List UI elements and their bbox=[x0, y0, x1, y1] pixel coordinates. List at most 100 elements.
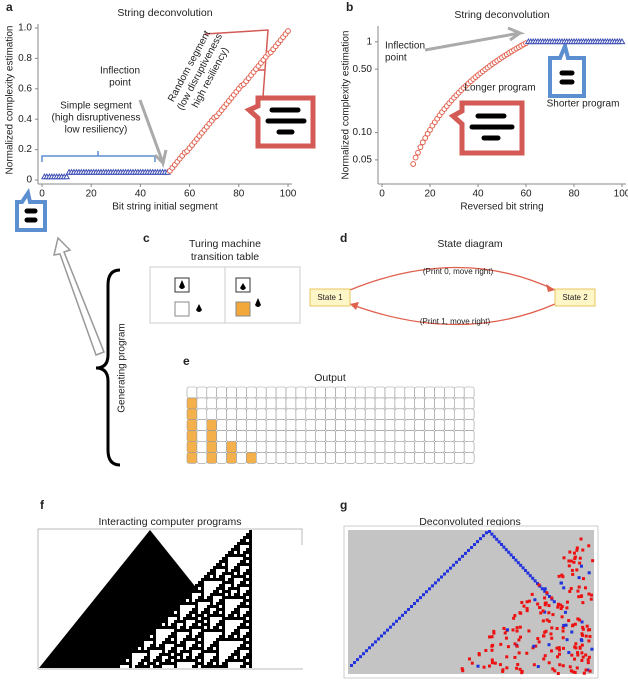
tape-cell bbox=[335, 441, 346, 453]
y-tick-label: 1.0 bbox=[18, 23, 32, 34]
red-cell bbox=[516, 663, 520, 667]
tape-cell bbox=[295, 397, 307, 410]
blue-cell bbox=[410, 605, 413, 608]
cells bbox=[174, 605, 252, 608]
red-cell bbox=[570, 653, 574, 657]
blue-cell bbox=[488, 530, 491, 533]
cells bbox=[204, 575, 252, 578]
white-band bbox=[138, 641, 303, 644]
tape-cell bbox=[345, 386, 356, 399]
annotation: Inflection bbox=[100, 66, 140, 77]
white-band bbox=[159, 620, 303, 623]
tape-cell bbox=[265, 397, 277, 410]
blue-cell bbox=[422, 593, 425, 597]
tape-cell bbox=[345, 441, 356, 453]
tape-cell bbox=[206, 430, 218, 442]
tape-cell bbox=[335, 430, 346, 442]
red-cell bbox=[543, 587, 547, 591]
blue-cell bbox=[461, 554, 464, 558]
tape-cell bbox=[453, 430, 465, 442]
blue-cell bbox=[528, 574, 532, 578]
cells bbox=[210, 569, 252, 572]
red-cell bbox=[543, 603, 547, 607]
red-cell bbox=[567, 619, 571, 623]
red-cell bbox=[484, 648, 488, 652]
tape-cell bbox=[265, 441, 277, 453]
blue-cell bbox=[507, 550, 511, 554]
blue-cell bbox=[473, 543, 476, 547]
white-band bbox=[234, 545, 303, 548]
red-cell bbox=[576, 617, 580, 621]
red-cell bbox=[515, 626, 519, 630]
output-tape bbox=[186, 386, 475, 464]
red-cell bbox=[504, 636, 508, 640]
tape-cell bbox=[206, 408, 218, 420]
red-cell bbox=[547, 604, 551, 608]
cells bbox=[234, 545, 252, 548]
cells bbox=[120, 659, 252, 662]
tape-cell bbox=[226, 441, 237, 453]
red-cell bbox=[545, 591, 549, 595]
red-cell bbox=[515, 644, 519, 648]
red-cell bbox=[490, 635, 494, 639]
blue-cell bbox=[502, 545, 506, 549]
blue-cell bbox=[353, 661, 356, 665]
panel-label: d bbox=[340, 231, 347, 245]
panel-label: c bbox=[143, 231, 150, 245]
red-cell bbox=[543, 654, 547, 658]
cells bbox=[162, 617, 252, 620]
panel-label: a bbox=[6, 0, 13, 14]
tape-cell bbox=[414, 397, 425, 410]
red-cell bbox=[575, 546, 579, 550]
red-cell bbox=[460, 667, 464, 671]
tape-cell bbox=[424, 452, 435, 464]
red-cell bbox=[493, 661, 497, 665]
blue-cell bbox=[458, 557, 461, 561]
red-cell bbox=[518, 635, 522, 639]
tape-cell bbox=[364, 386, 376, 399]
blue-cell bbox=[519, 563, 523, 567]
red-cell bbox=[580, 651, 584, 655]
tape-cell bbox=[206, 386, 218, 399]
red-cell bbox=[584, 634, 588, 638]
tape-cell bbox=[453, 386, 465, 399]
red-cell bbox=[482, 665, 486, 669]
tape-cell bbox=[384, 408, 396, 420]
red-cell bbox=[557, 646, 561, 650]
y-tick-label: 0.2 bbox=[18, 144, 32, 155]
red-cell bbox=[580, 658, 584, 662]
tape-cell bbox=[325, 441, 336, 453]
cells bbox=[243, 536, 252, 539]
chart-title: String deconvolution bbox=[117, 7, 212, 19]
tape-cell bbox=[236, 408, 247, 420]
tape-cell bbox=[434, 430, 445, 442]
tape-cell bbox=[374, 430, 386, 442]
tape-cell bbox=[255, 408, 267, 420]
annotation: low resiliency) bbox=[65, 125, 128, 136]
white-band bbox=[231, 548, 303, 551]
red-cell bbox=[579, 537, 583, 541]
red-cell bbox=[585, 624, 589, 628]
blue-cell bbox=[368, 646, 371, 650]
blue-cell bbox=[464, 551, 467, 555]
cells bbox=[249, 530, 252, 533]
tape-cell bbox=[364, 397, 376, 410]
y-tick-label: 0.05 bbox=[353, 155, 373, 166]
blue-cell bbox=[504, 548, 508, 552]
x-tick-label: 100 bbox=[280, 189, 297, 200]
tape-cell bbox=[434, 397, 445, 410]
tape-cell bbox=[236, 452, 247, 464]
red-cell bbox=[487, 664, 491, 668]
short-program-icon bbox=[15, 187, 47, 232]
red-cell bbox=[577, 585, 581, 589]
cell bbox=[174, 301, 190, 317]
head bbox=[240, 283, 246, 290]
red-cell bbox=[575, 568, 579, 572]
red-cell bbox=[518, 625, 522, 629]
red-cell bbox=[537, 583, 541, 587]
red-cell bbox=[550, 649, 554, 653]
tape-cell bbox=[315, 386, 326, 399]
red-cell bbox=[590, 647, 594, 651]
tape-cell bbox=[285, 397, 297, 410]
y-axis-label: Normalized complexity estimation bbox=[341, 31, 352, 180]
